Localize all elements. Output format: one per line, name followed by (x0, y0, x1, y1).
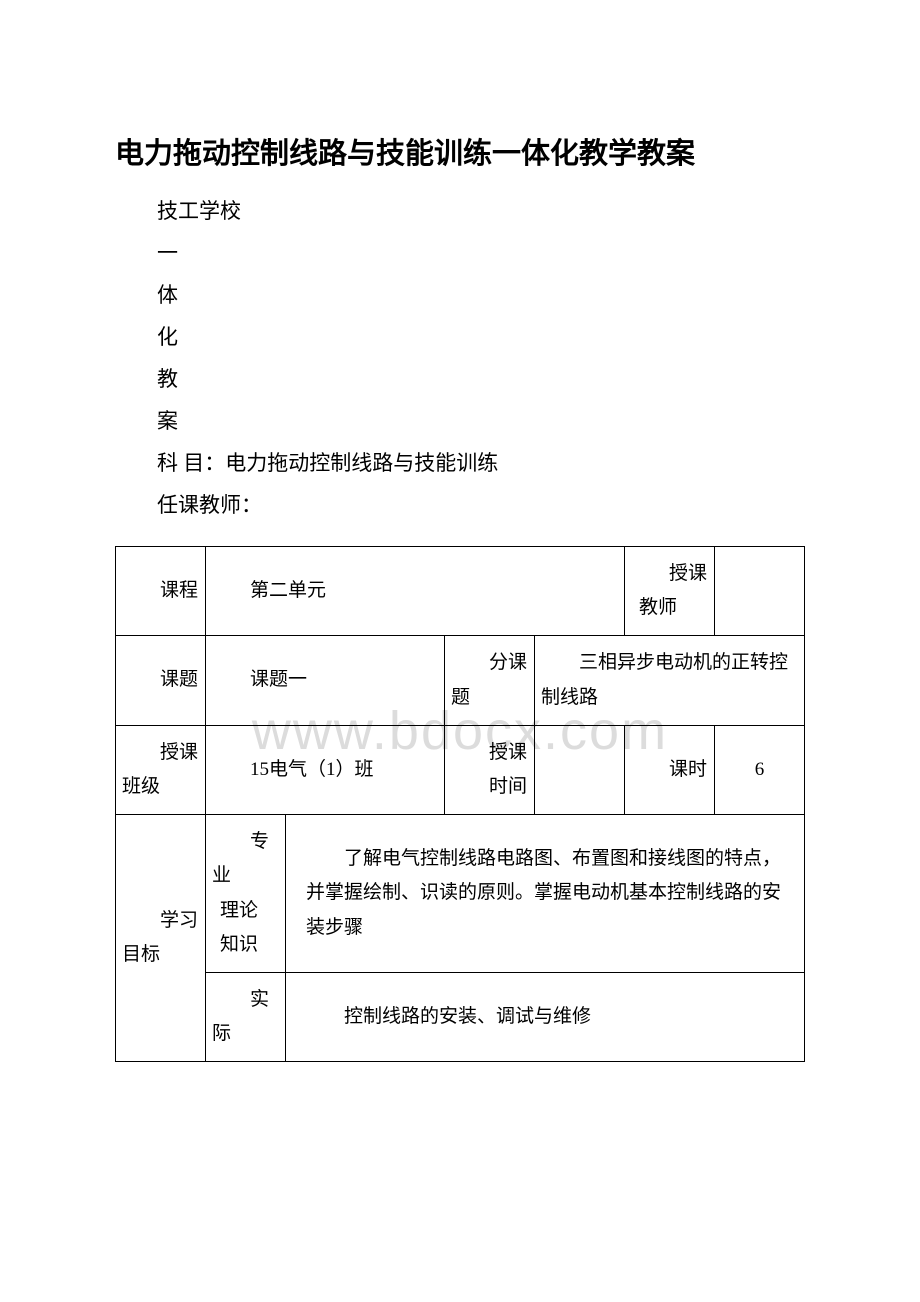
text: 课题一 (212, 663, 438, 697)
cell-class-value: 15电气（1）班 (206, 725, 445, 814)
cell-subtopic-label: 分课题 (445, 636, 535, 725)
cell-subtopic-value: 三相异步电动机的正转控制线路 (535, 636, 805, 725)
cell-teacher-value (715, 547, 805, 636)
vertical-char-0: 一 (115, 232, 805, 274)
text: 第二单元 (212, 574, 618, 608)
cell-class-label: 授课班级 (116, 725, 206, 814)
cell-theory-value: 了解电气控制线路电路图、布置图和接线图的特点，并掌握绘制、识读的原则。掌握电动机… (286, 815, 805, 973)
text: 教师 (631, 591, 708, 625)
cell-teacher-label: 授课 教师 (625, 547, 715, 636)
vertical-char-3: 教 (115, 358, 805, 400)
table-row: 授课班级 15电气（1）班 授课 时间 课时 6 (116, 725, 805, 814)
vertical-char-1: 体 (115, 274, 805, 316)
text: 课题 (122, 663, 199, 697)
cell-time-label: 授课 时间 (445, 725, 535, 814)
cell-unit: 第二单元 (206, 547, 625, 636)
table-row: 课程 第二单元 授课 教师 (116, 547, 805, 636)
text: 课程 (122, 574, 199, 608)
subject-value: 电力拖动控制线路与技能训练 (225, 451, 498, 475)
text: 授课 (631, 557, 708, 591)
school-name: 技工学校 (115, 190, 805, 232)
cell-time-value (535, 725, 625, 814)
subject-label: 科 目： (157, 451, 225, 475)
lesson-plan-table: 课程 第二单元 授课 教师 课题 课题一 分课题 三相异步电动机的正转控制 (115, 546, 805, 1062)
text: 课时 (631, 753, 708, 787)
text: 理论 (212, 894, 279, 928)
teacher-line: 任课教师： (115, 484, 805, 526)
vertical-char-2: 化 (115, 316, 805, 358)
cell-topic-label: 课题 (116, 636, 206, 725)
page-title: 电力拖动控制线路与技能训练一体化教学教案 (115, 130, 805, 172)
text: 授课 (451, 736, 528, 770)
table-row: 课题 课题一 分课题 三相异步电动机的正转控制线路 (116, 636, 805, 725)
text: 专业 (212, 825, 279, 893)
text: 了解电气控制线路电路图、布置图和接线图的特点，并掌握绘制、识读的原则。掌握电动机… (292, 832, 798, 955)
text: 时间 (451, 770, 528, 804)
text: 分课题 (451, 646, 528, 714)
cell-hours-value: 6 (715, 725, 805, 814)
cell-hours-label: 课时 (625, 725, 715, 814)
cell-theory-label: 专业 理论 知识 (206, 815, 286, 973)
cell-goal-label: 学习目标 (116, 815, 206, 1062)
text: 15电气（1）班 (212, 753, 438, 787)
vertical-char-4: 案 (115, 400, 805, 442)
text: 三相异步电动机的正转控制线路 (541, 646, 798, 714)
intro-block: 技工学校 一 体 化 教 案 科 目：电力拖动控制线路与技能训练 任课教师： (115, 190, 805, 526)
subject-line: 科 目：电力拖动控制线路与技能训练 (115, 442, 805, 484)
cell-course-label: 课程 (116, 547, 206, 636)
table-row: 学习目标 专业 理论 知识 了解电气控制线路电路图、布置图和接线图的特点，并掌握… (116, 815, 805, 973)
table-row: 实际 控制线路的安装、调试与维修 (116, 972, 805, 1061)
text: 知识 (212, 928, 279, 962)
text: 控制线路的安装、调试与维修 (292, 990, 798, 1044)
text: 授课班级 (122, 736, 199, 804)
cell-practice-value: 控制线路的安装、调试与维修 (286, 972, 805, 1061)
text: 实际 (212, 983, 279, 1051)
cell-topic-value: 课题一 (206, 636, 445, 725)
text: 学习目标 (122, 904, 199, 972)
cell-practice-label: 实际 (206, 972, 286, 1061)
document-page: 电力拖动控制线路与技能训练一体化教学教案 技工学校 一 体 化 教 案 科 目：… (0, 0, 920, 1062)
